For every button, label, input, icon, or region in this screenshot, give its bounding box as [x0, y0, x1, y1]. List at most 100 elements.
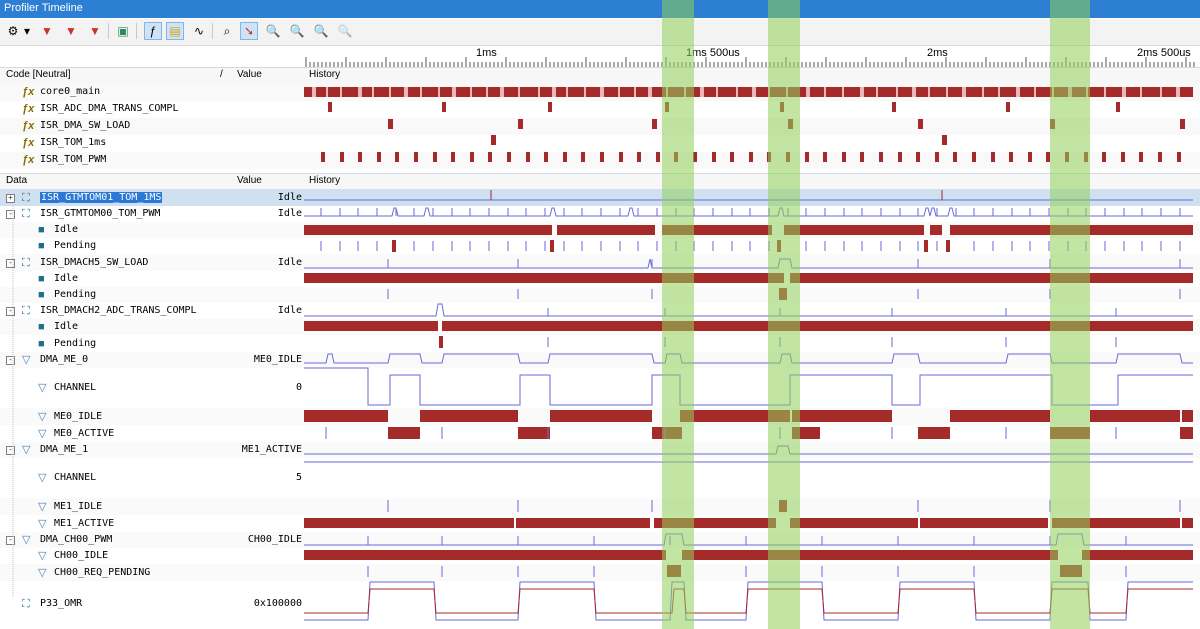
data-row[interactable]: - ⛶ ISR_DMACH5_SW_LOAD Idle — [0, 254, 1200, 271]
state-child-icon: ■ — [38, 273, 45, 285]
cursor-icon[interactable]: ➘ — [240, 22, 258, 40]
data-row-value: ME1_ACTIVE — [241, 444, 302, 455]
collapse-icon[interactable]: - — [6, 356, 15, 365]
export-icon[interactable]: ▣ — [117, 24, 129, 38]
data-row[interactable]: - ▽ DMA_ME_0 ME0_IDLE — [0, 352, 1200, 368]
signal-view-icon[interactable]: ∿ — [193, 24, 205, 38]
code-row[interactable]: ƒx core0_main — [0, 84, 1200, 101]
expand-icon[interactable]: + — [6, 194, 15, 203]
data-row[interactable]: ▽ ME0_ACTIVE — [0, 425, 1200, 442]
code-header-value[interactable]: Value — [237, 69, 262, 80]
zoom-in-icon[interactable]: 🔍 — [265, 24, 281, 38]
data-row-value: 5 — [295, 472, 302, 483]
data-row[interactable]: ▽ ME1_IDLE — [0, 498, 1200, 515]
time-ruler[interactable]: 1ms 1ms 500us 2ms 2ms 500us — [0, 46, 1200, 69]
data-row[interactable]: - ▽ DMA_ME_1 ME1_ACTIVE — [0, 442, 1200, 458]
filter-remove-icon[interactable]: ▼ — [89, 24, 101, 38]
filter-icon[interactable]: ▼ — [41, 24, 53, 38]
code-row-label: core0_main — [40, 86, 101, 97]
collapse-icon[interactable]: - — [6, 210, 15, 219]
data-row[interactable]: - ⛶ ISR_GTMTOM00_TOM_PWM Idle — [0, 206, 1200, 222]
data-row[interactable]: ■ Idle — [0, 271, 1200, 287]
data-header-name[interactable]: Data — [6, 175, 28, 186]
function-icon: ƒx — [22, 120, 35, 132]
data-row[interactable]: - ⛶ ISR_DMACH2_ADC_TRANS_COMPL Idle — [0, 303, 1200, 319]
signal-icon: ▽ — [38, 550, 47, 562]
data-row-value: CH00_IDLE — [247, 534, 302, 545]
state-child-icon: ■ — [38, 289, 45, 301]
data-row-value: 0x100000 — [253, 598, 302, 609]
data-row[interactable]: ▽ CHANNEL 5 — [0, 458, 1200, 498]
data-row[interactable]: ■ Pending — [0, 335, 1200, 352]
code-row[interactable]: ƒx ISR_TOM_PWM — [0, 152, 1200, 169]
filter-add-icon[interactable]: ▼ — [65, 24, 77, 38]
code-row-label: ISR_TOM_PWM — [40, 154, 107, 165]
data-row[interactable]: + ⛶ ISR_GTMTOM01_TOM_1MS Idle — [0, 189, 1200, 206]
data-row-label: Idle — [54, 224, 79, 235]
code-header-name[interactable]: Code [Neutral] — [6, 69, 71, 80]
title-bar: Profiler Timeline — [0, 0, 1200, 18]
code-header-sort[interactable]: / — [220, 69, 223, 80]
data-row-label: ISR_GTMTOM00_TOM_PWM — [40, 208, 161, 219]
data-row-value: ME0_IDLE — [253, 354, 302, 365]
code-row-label: ISR_DMA_SW_LOAD — [40, 120, 131, 131]
collapse-icon[interactable]: - — [6, 536, 15, 545]
data-row-value: Idle — [277, 257, 302, 268]
data-row-value: Idle — [277, 305, 302, 316]
signal-icon: ▽ — [38, 472, 47, 484]
data-row-label: CH00_IDLE — [54, 550, 109, 561]
data-row-label: Pending — [54, 240, 97, 251]
ruler-label-1ms500us: 1ms 500us — [686, 47, 740, 59]
ruler-label-1ms: 1ms — [476, 47, 497, 59]
function-icon: ƒx — [22, 154, 35, 166]
data-row[interactable]: ■ Pending — [0, 287, 1200, 303]
state-icon: ⛶ — [22, 192, 30, 204]
code-row[interactable]: ƒx ISR_TOM_1ms — [0, 135, 1200, 152]
state-child-icon: ■ — [38, 338, 45, 350]
zoom-out-icon[interactable]: 🔍 — [289, 24, 305, 38]
data-row[interactable]: ▽ ME0_IDLE — [0, 408, 1200, 425]
collapse-icon[interactable]: - — [6, 259, 15, 268]
code-section-header: Code [Neutral] / Value History — [0, 67, 1200, 85]
state-icon: ⛶ — [22, 598, 30, 610]
signal-icon: ▽ — [38, 382, 47, 394]
data-row-label: P33_OMR — [40, 598, 83, 609]
data-view-icon[interactable]: ▤ — [166, 22, 184, 40]
dropdown-arrow-icon[interactable]: ▾ — [23, 24, 31, 38]
state-icon: ⛶ — [22, 305, 30, 317]
collapse-icon[interactable]: - — [6, 446, 15, 455]
code-row[interactable]: ƒx ISR_ADC_DMA_TRANS_COMPL — [0, 101, 1200, 118]
data-header-history[interactable]: History — [309, 175, 341, 186]
data-row-label: ME1_IDLE — [54, 501, 103, 512]
state-child-icon: ■ — [38, 321, 45, 333]
data-row[interactable]: ▽ ME1_ACTIVE — [0, 515, 1200, 532]
data-row-label: CH00_REQ_PENDING — [54, 567, 151, 578]
data-row[interactable]: ▽ CHANNEL 0 — [0, 368, 1200, 408]
signal-icon: ▽ — [38, 501, 47, 513]
code-header-history[interactable]: History — [309, 69, 341, 80]
data-row[interactable]: - ▽ DMA_CH00_PWM CH00_IDLE — [0, 532, 1200, 548]
data-row[interactable]: ■ Idle — [0, 222, 1200, 238]
signal-icon: ▽ — [38, 428, 47, 440]
data-row[interactable]: ▽ CH00_IDLE — [0, 548, 1200, 564]
data-row[interactable]: ⛶ P33_OMR 0x100000 — [0, 581, 1200, 627]
code-row[interactable]: ƒx ISR_DMA_SW_LOAD — [0, 118, 1200, 135]
find-icon[interactable]: ⌕ — [223, 23, 231, 38]
collapse-icon[interactable]: - — [6, 307, 15, 316]
ruler-label-2ms500us: 2ms 500us — [1137, 47, 1191, 59]
function-view-icon[interactable]: ƒ — [144, 22, 162, 40]
data-row[interactable]: ■ Pending — [0, 238, 1200, 254]
zoom-reset-icon[interactable]: 🔍 — [337, 24, 353, 38]
data-row-label: ISR_DMACH2_ADC_TRANS_COMPL — [40, 305, 197, 316]
data-row-value: 0 — [295, 382, 302, 393]
function-icon: ƒx — [22, 86, 35, 98]
state-icon: ⛶ — [22, 208, 30, 220]
data-header-value[interactable]: Value — [237, 175, 262, 186]
data-row-label: DMA_CH00_PWM — [40, 534, 113, 545]
data-row[interactable]: ▽ CH00_REQ_PENDING — [0, 564, 1200, 581]
gear-icon[interactable]: ⚙ — [7, 24, 19, 38]
zoom-fit-icon[interactable]: 🔍 — [313, 24, 329, 38]
toolbar: ⚙ ▾ ▼ ▼ ▼ ▣ ƒ ▤ ∿ ⌕ ➘ 🔍 🔍 🔍 🔍 — [0, 19, 1200, 46]
code-row-label: ISR_ADC_DMA_TRANS_COMPL — [40, 103, 179, 114]
data-row[interactable]: ■ Idle — [0, 319, 1200, 335]
